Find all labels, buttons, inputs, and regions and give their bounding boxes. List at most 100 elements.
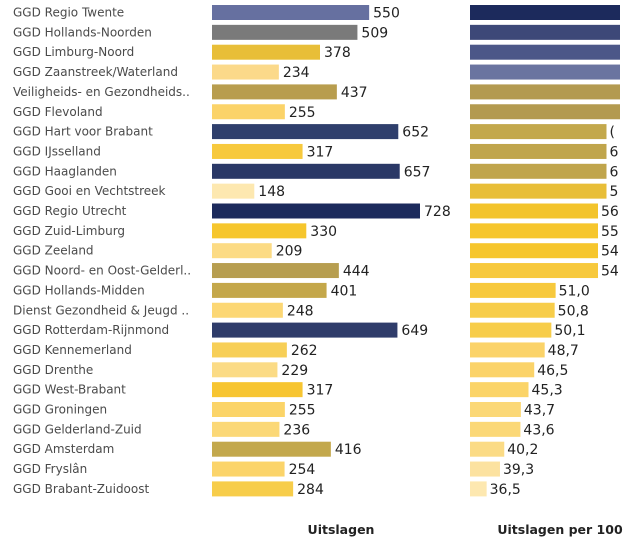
uitslagen-bar xyxy=(212,5,370,20)
uitslagen-value-label: 284 xyxy=(297,482,324,498)
uitslagen-value-label: 209 xyxy=(276,244,303,260)
uitslagen-bar xyxy=(212,441,331,457)
region-label: GGD Limburg-Noord xyxy=(13,45,134,59)
uitslagen-bar xyxy=(212,143,303,159)
uitslagen-value-label: 652 xyxy=(402,125,429,141)
region-label: GGD Gelderland-Zuid xyxy=(13,422,142,436)
uitslagen-per-100-value-label: 55 xyxy=(601,224,619,240)
region-label: GGD Noord- en Oost-Gelderl.. xyxy=(13,264,191,278)
uitslagen-per-100-bar xyxy=(470,143,607,159)
region-label: GGD Regio Utrecht xyxy=(13,204,127,218)
region-label: Dienst Gezondheid & Jeugd .. xyxy=(13,303,189,317)
uitslagen-bar xyxy=(212,243,272,259)
uitslagen-per-100-value-label: 5 xyxy=(610,184,619,200)
uitslagen-value-label: 509 xyxy=(361,25,388,41)
uitslagen-value-label: 236 xyxy=(283,422,310,438)
uitslagen-per-100-value-label: 46,5 xyxy=(537,363,568,379)
uitslagen-bar xyxy=(212,104,285,120)
uitslagen-bar xyxy=(212,362,278,378)
uitslagen-per-100-value-label: 50,1 xyxy=(554,323,585,339)
uitslagen-per-100-bar xyxy=(470,302,555,318)
uitslagen-per-100-bar xyxy=(470,223,598,239)
uitslagen-per-100-value-label: 6 xyxy=(610,164,619,180)
uitslagen-per-100-bar xyxy=(470,382,529,398)
region-label: GGD Zaanstreek/Waterland xyxy=(13,65,178,79)
region-label: GGD Amsterdam xyxy=(13,442,114,456)
region-label: GGD Hollands-Midden xyxy=(13,283,145,297)
uitslagen-per-100-bar xyxy=(470,421,521,437)
uitslagen-bar xyxy=(212,421,280,437)
region-label: GGD Flevoland xyxy=(13,105,103,119)
region-label: GGD Hart voor Brabant xyxy=(13,125,153,139)
uitslagen-per-100-value-label: 50,8 xyxy=(558,303,589,319)
uitslagen-per-100-bar xyxy=(470,163,607,179)
region-label: GGD Zuid-Limburg xyxy=(13,224,125,238)
uitslagen-bar xyxy=(212,322,398,338)
uitslagen-per-100-bar xyxy=(470,322,552,338)
uitslagen-bar xyxy=(212,263,339,279)
uitslagen-bar xyxy=(212,481,294,497)
uitslagen-per-100-value-label: 56 xyxy=(601,204,619,220)
uitslagen-per-100-value-label: 43,7 xyxy=(524,403,555,419)
region-label: GGD Brabant-Zuidoost xyxy=(13,482,149,496)
uitslagen-value-label: 317 xyxy=(307,383,334,399)
uitslagen-bar xyxy=(212,302,283,318)
uitslagen-per-100-bar xyxy=(470,282,556,298)
uitslagen-bar xyxy=(212,44,320,60)
uitslagen-per-100-bar xyxy=(470,263,598,279)
uitslagen-per-100-value-label: 54 xyxy=(601,264,619,280)
uitslagen-bar xyxy=(212,124,399,140)
uitslagen-bar xyxy=(212,342,287,358)
uitslagen-per-100-bar xyxy=(470,64,620,80)
uitslagen-value-label: 330 xyxy=(310,224,337,240)
uitslagen-value-label: 657 xyxy=(404,164,431,180)
region-label: GGD Kennemerland xyxy=(13,343,132,357)
uitslagen-per-100-bar xyxy=(470,44,620,60)
uitslagen-value-label: 229 xyxy=(281,363,308,379)
uitslagen-per-100-bar xyxy=(470,243,598,259)
uitslagen-per-100-bar xyxy=(470,104,620,120)
uitslagen-per-100-bar xyxy=(470,5,620,20)
uitslagen-value-label: 254 xyxy=(289,462,316,478)
uitslagen-value-label: 255 xyxy=(289,105,316,121)
uitslagen-bar xyxy=(212,282,327,298)
uitslagen-value-label: 317 xyxy=(307,144,334,160)
uitslagen-bar xyxy=(212,223,307,239)
uitslagen-per-100-bar xyxy=(470,402,521,417)
uitslagen-value-label: 234 xyxy=(283,65,310,81)
uitslagen-value-label: 444 xyxy=(343,264,370,280)
region-label: GGD Hollands-Noorden xyxy=(13,25,152,39)
uitslagen-per-100-bar xyxy=(470,342,545,358)
uitslagen-per-100-value-label: 43,6 xyxy=(523,422,554,438)
uitslagen-per-100-value-label: 40,2 xyxy=(507,442,538,458)
uitslagen-per-100-value-label: 54 xyxy=(601,244,619,260)
uitslagen-bar xyxy=(212,203,420,219)
uitslagen-per-100-value-label: 51,0 xyxy=(559,283,590,299)
uitslagen-bar xyxy=(212,64,279,80)
uitslagen-value-label: 649 xyxy=(401,323,428,339)
region-label: GGD Zeeland xyxy=(13,244,94,258)
region-label: GGD West-Brabant xyxy=(13,383,126,397)
uitslagen-per-100-value-label: 45,3 xyxy=(532,383,563,399)
left-axis-title: Uitslagen xyxy=(308,522,375,537)
uitslagen-per-100-bar xyxy=(470,362,535,378)
uitslagen-bar xyxy=(212,402,285,417)
uitslagen-per-100-value-label: ( xyxy=(610,125,615,141)
uitslagen-per-100-value-label: 6 xyxy=(610,144,619,160)
right-axis-title: Uitslagen per 100 xyxy=(497,522,623,537)
uitslagen-value-label: 401 xyxy=(331,283,358,299)
uitslagen-value-label: 378 xyxy=(324,45,351,61)
uitslagen-bar xyxy=(212,84,337,100)
uitslagen-per-100-bar xyxy=(470,183,607,199)
region-label: GGD Regio Twente xyxy=(13,6,124,20)
region-label: Veiligheids- en Gezondheids.. xyxy=(13,85,190,99)
uitslagen-per-100-bar xyxy=(470,481,487,497)
region-label: GGD Haaglanden xyxy=(13,164,117,178)
uitslagen-value-label: 416 xyxy=(335,442,362,458)
uitslagen-per-100-value-label: 39,3 xyxy=(503,462,534,478)
uitslagen-bar xyxy=(212,24,358,40)
chart-rows: GGD Regio Twente 550 GGD Hollands-Noorden 5… xyxy=(13,5,620,498)
region-label: GGD Rotterdam-Rijnmond xyxy=(13,323,169,337)
uitslagen-bar xyxy=(212,461,285,477)
